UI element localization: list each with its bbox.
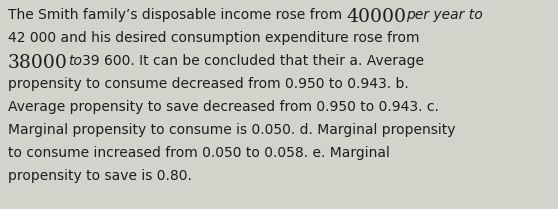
- Text: per year to: per year to: [406, 8, 483, 22]
- Text: to consume increased from 0.050 to 0.058. e. Marginal: to consume increased from 0.050 to 0.058…: [8, 146, 390, 160]
- Text: 39 600. It can be concluded that their a. Average: 39 600. It can be concluded that their a…: [82, 54, 424, 68]
- Text: 38000: 38000: [8, 54, 68, 72]
- Text: Marginal propensity to consume is 0.050. d. Marginal propensity: Marginal propensity to consume is 0.050.…: [8, 123, 455, 137]
- Text: Average propensity to save decreased from 0.950 to 0.943. c.: Average propensity to save decreased fro…: [8, 100, 439, 114]
- Text: The Smith family’s disposable income rose from: The Smith family’s disposable income ros…: [8, 8, 347, 22]
- Text: 42 000 and his desired consumption expenditure rose from: 42 000 and his desired consumption expen…: [8, 31, 420, 45]
- Text: propensity to save is 0.80.: propensity to save is 0.80.: [8, 169, 192, 183]
- Text: 40000: 40000: [347, 8, 406, 26]
- Text: to: to: [68, 54, 82, 68]
- Text: propensity to consume decreased from 0.950 to 0.943. b.: propensity to consume decreased from 0.9…: [8, 77, 409, 91]
